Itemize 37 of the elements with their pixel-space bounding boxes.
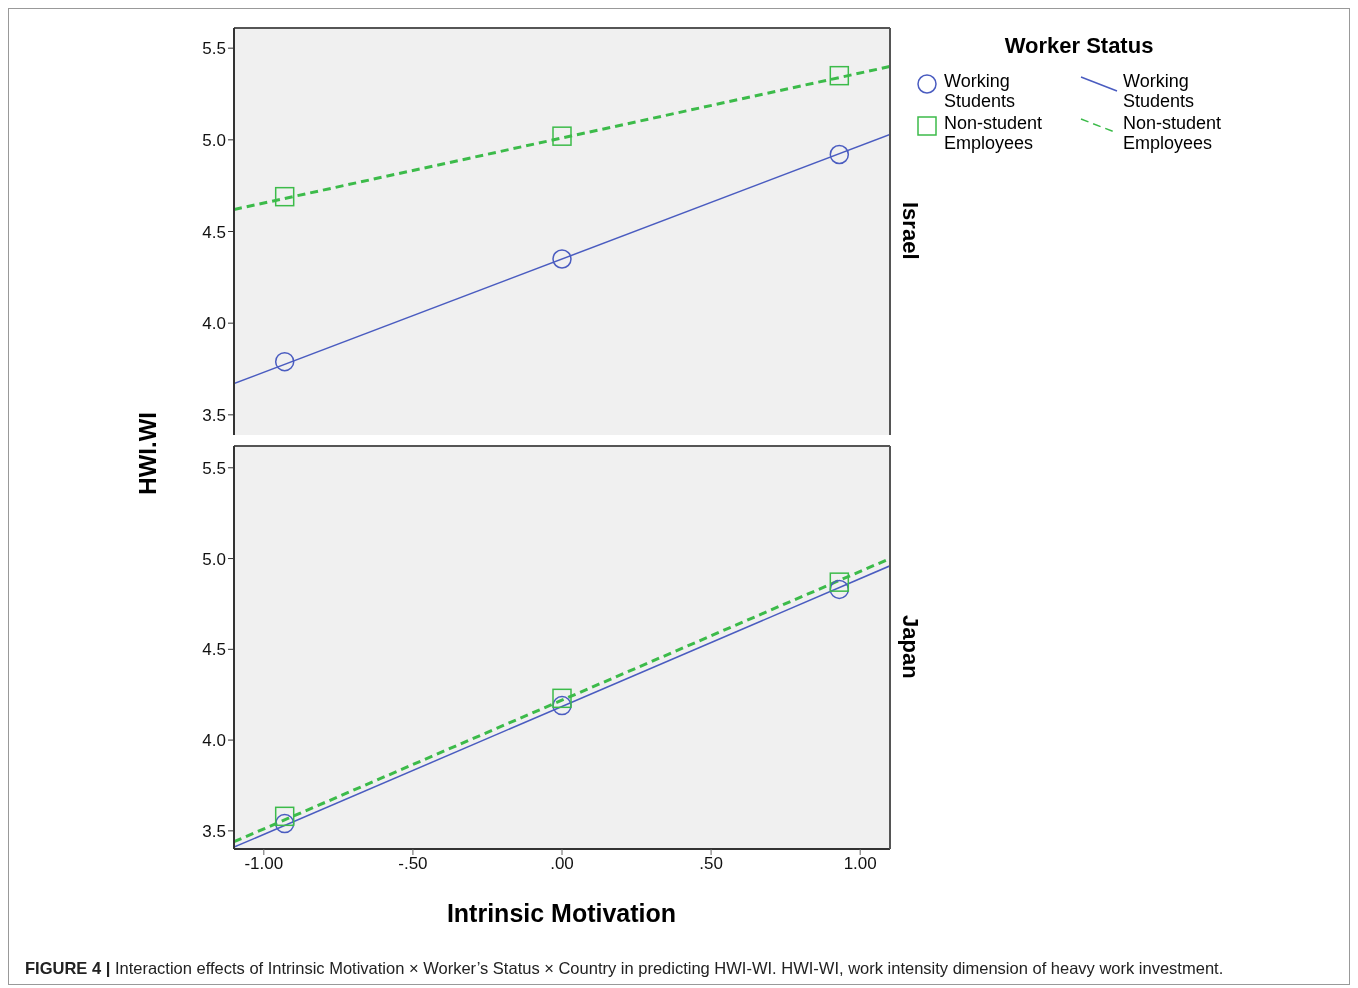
y-tick-label: 5.5	[202, 39, 226, 59]
point	[274, 186, 295, 207]
y-axis-title: HWI.WI	[134, 411, 162, 495]
point	[274, 813, 295, 834]
y-tick-label: 3.5	[202, 821, 226, 841]
legend-title: Worker Status	[1003, 33, 1155, 59]
x-axis-title: Intrinsic Motivation	[445, 899, 678, 928]
text: Japan	[897, 615, 923, 679]
x-tick-label: -1.00	[244, 854, 284, 874]
point	[274, 351, 295, 372]
point	[829, 65, 850, 86]
point	[274, 806, 295, 827]
point	[552, 126, 572, 146]
y-tick-label: 5.0	[202, 130, 226, 150]
y-tick-label: 4.0	[202, 731, 226, 751]
point	[552, 695, 572, 716]
legend-label: Non-student Employees	[1123, 113, 1223, 153]
point	[829, 579, 850, 600]
caption: FIGURE 4 | Interaction effects of Intrinsic Motivation × Worker’s Status × Country in predicting HWI-WI. HWI-WI, work intensity dimension of heavy work investment.	[25, 959, 1224, 978]
y-tick-label: 4.0	[202, 314, 226, 334]
x-tick-label: .50	[699, 854, 723, 874]
legend-label: Non-student Employees	[944, 113, 1044, 153]
text: Israel	[897, 202, 923, 260]
x-tick-label: -.50	[398, 854, 428, 874]
x-tick-label: .00	[550, 854, 574, 874]
y-tick-label: 5.0	[202, 549, 226, 569]
point	[552, 688, 572, 709]
y-tick-label: 4.5	[202, 222, 226, 242]
point	[552, 249, 572, 269]
y-tick-label: 4.5	[202, 640, 226, 660]
point	[829, 144, 850, 165]
x-tick-label: 1.00	[843, 854, 877, 874]
point	[829, 572, 850, 592]
y-tick-label: 5.5	[202, 458, 226, 478]
legend-label: Working Students	[1123, 71, 1196, 111]
legend-label: Working Students	[944, 71, 1017, 111]
y-tick-label: 3.5	[202, 405, 226, 425]
